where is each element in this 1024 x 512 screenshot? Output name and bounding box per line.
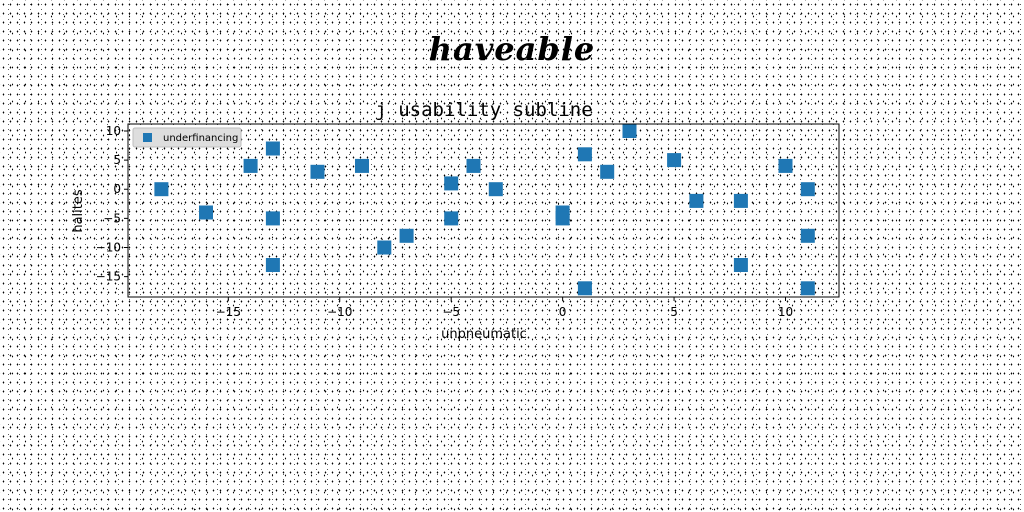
data-point xyxy=(577,147,592,162)
x-tick-label: −5 xyxy=(442,305,460,319)
data-point xyxy=(355,158,369,173)
data-point xyxy=(399,228,414,243)
data-point xyxy=(667,153,682,168)
data-points xyxy=(154,124,815,296)
data-point xyxy=(377,240,392,255)
legend: underfinancing xyxy=(132,127,242,148)
data-point xyxy=(154,182,169,197)
data-point xyxy=(243,158,258,173)
x-axis: −15 −10 −5 0 5 10 xyxy=(216,297,793,319)
legend-box xyxy=(132,127,242,148)
legend-label: underfinancing xyxy=(163,133,238,144)
data-point xyxy=(265,211,280,226)
data-point xyxy=(600,164,615,179)
y-tick-label: −5 xyxy=(103,211,121,225)
data-point xyxy=(800,228,815,243)
data-point xyxy=(199,205,213,220)
data-point xyxy=(689,193,704,208)
x-tick-label: 0 xyxy=(559,305,567,319)
chart-title: j usability subline xyxy=(375,99,592,121)
data-point xyxy=(622,124,637,138)
data-point xyxy=(265,258,280,272)
data-point xyxy=(800,281,815,296)
y-tick-label: −15 xyxy=(96,270,121,284)
x-tick-label: 5 xyxy=(670,305,678,319)
figure-title: haveable xyxy=(428,30,596,68)
data-point xyxy=(555,211,570,226)
y-axis: −15 −10 −5 0 5 10 xyxy=(96,124,128,284)
data-point xyxy=(265,141,280,156)
x-tick-label: −15 xyxy=(216,305,241,319)
data-point xyxy=(733,193,748,208)
plot-area-frame xyxy=(127,123,840,298)
legend-marker xyxy=(143,133,152,142)
data-point xyxy=(444,176,459,191)
y-tick-label: 5 xyxy=(113,153,121,167)
x-axis-label: unpneumatic xyxy=(441,327,527,342)
x-tick-label: −10 xyxy=(327,305,352,319)
data-point xyxy=(778,158,793,173)
y-tick-label: 0 xyxy=(113,182,121,196)
data-point xyxy=(444,211,459,226)
y-axis-label: halites xyxy=(71,189,86,233)
y-tick-label: −10 xyxy=(96,240,121,254)
data-point xyxy=(488,182,503,197)
data-point xyxy=(577,281,592,296)
y-tick-label: 10 xyxy=(106,124,121,138)
x-tick-label: 10 xyxy=(778,305,793,319)
data-point xyxy=(466,158,481,173)
data-point xyxy=(733,258,748,272)
data-point xyxy=(800,182,815,197)
data-point xyxy=(310,164,325,179)
